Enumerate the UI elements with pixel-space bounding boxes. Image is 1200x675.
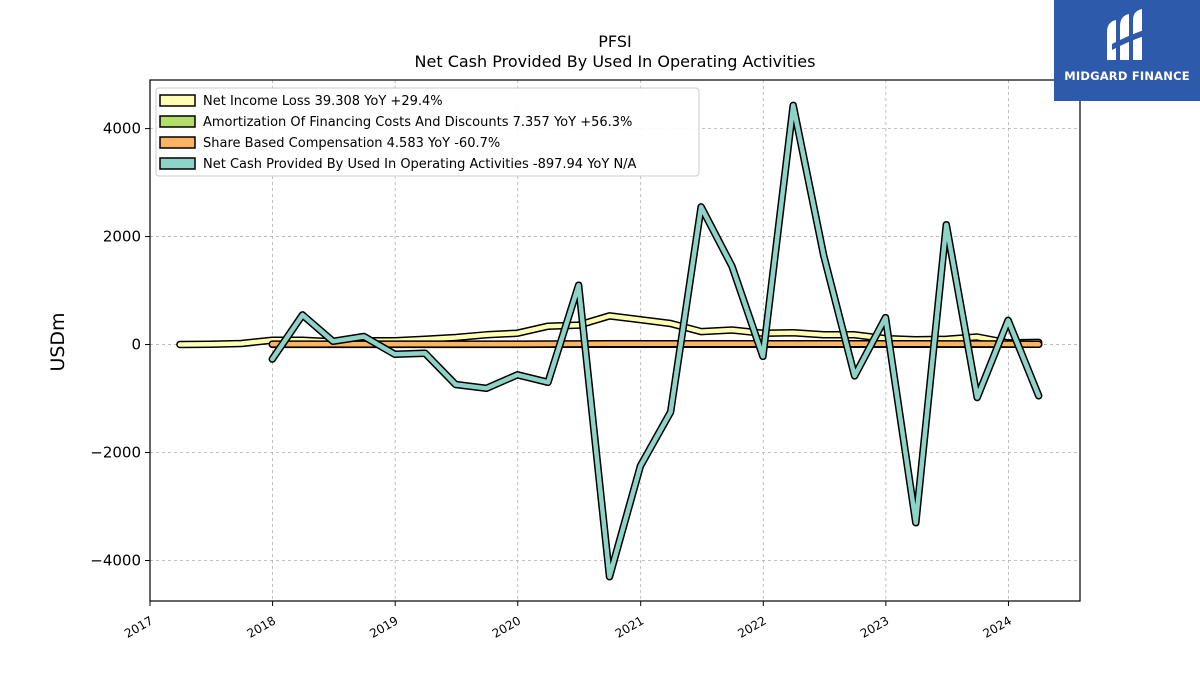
- plot-frame: [149, 79, 1081, 602]
- x-tick-label: 2021: [613, 613, 646, 640]
- y-tick-label: 2000: [103, 228, 141, 246]
- y-tick-label: −2000: [90, 444, 141, 462]
- legend-swatch: [159, 136, 196, 149]
- legend-swatch: [159, 94, 196, 107]
- legend-box: [155, 87, 700, 177]
- brand-logo: MIDGARD FINANCE: [1054, 0, 1200, 101]
- series-line: [270, 341, 1041, 347]
- legend-swatch: [159, 157, 196, 170]
- legend-label: Net Income Loss 39.308 YoY +29.4%: [203, 94, 443, 109]
- y-tick-label: −4000: [90, 552, 141, 570]
- legend: Net Income Loss 39.308 YoY +29.4% Amortiz…: [155, 87, 700, 177]
- x-tick-label: 2018: [245, 613, 278, 640]
- legend-label: Net Cash Provided By Used In Operating A…: [203, 157, 637, 172]
- x-tick-label: 2024: [981, 613, 1014, 640]
- legend-swatch: [159, 115, 196, 128]
- x-tick-label: 2022: [735, 613, 768, 640]
- x-tick-label: 2023: [858, 613, 891, 640]
- x-tick-label: 2017: [122, 613, 155, 640]
- x-tick-label: 2019: [367, 613, 400, 640]
- y-axis-label: USDm: [47, 312, 69, 371]
- series-line: [270, 103, 1041, 579]
- y-tick-label: 0: [131, 336, 141, 354]
- chart-subtitle: Net Cash Provided By Used In Operating A…: [415, 52, 816, 71]
- brand-name: MIDGARD FINANCE: [1064, 69, 1190, 83]
- x-tick-label: 2020: [490, 613, 523, 640]
- legend-label: Amortization Of Financing Costs And Disc…: [203, 115, 632, 130]
- chart-title: PFSI: [598, 32, 631, 51]
- series-3: [268, 101, 1043, 581]
- y-tick-label: 4000: [103, 120, 141, 138]
- midgard-logo-icon: [1107, 9, 1144, 60]
- series-2: [268, 339, 1043, 349]
- series-layer: [176, 101, 1043, 581]
- legend-label: Share Based Compensation 4.583 YoY -60.7…: [203, 136, 500, 151]
